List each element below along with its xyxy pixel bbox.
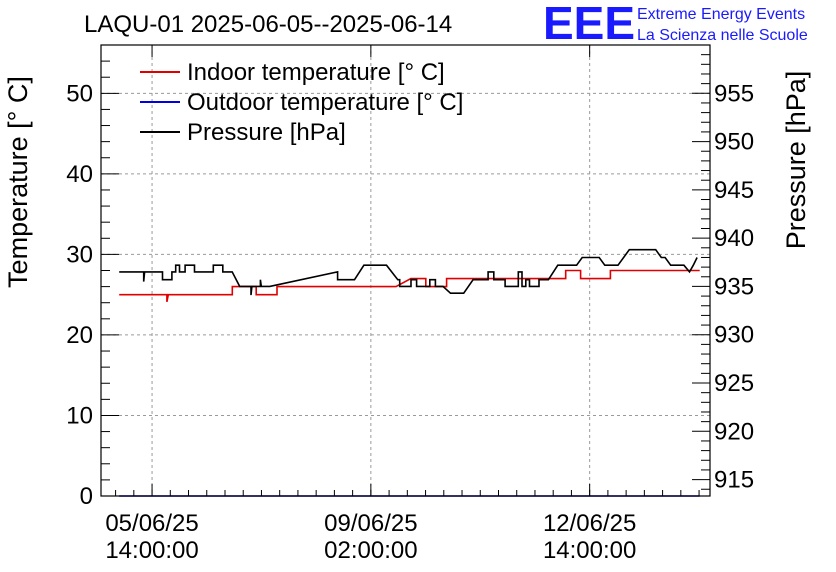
- x-tick-label-time: 14:00:00: [105, 537, 198, 564]
- legend: Indoor temperature [° C] Outdoor temperat…: [140, 59, 463, 146]
- y-tick-label: 40: [66, 161, 93, 188]
- x-tick-label-date: 09/06/25: [324, 510, 417, 537]
- logo-line-1: Extreme Energy Events: [637, 6, 805, 23]
- eee-logo: EEE: [543, 0, 635, 49]
- y-tick-label: 0: [80, 483, 93, 510]
- x-tick-label-time: 02:00:00: [324, 537, 417, 564]
- legend-label: Pressure [hPa]: [187, 119, 346, 146]
- y-axis-title: Temperature [° C]: [3, 76, 33, 288]
- y2-tick-label: 915: [714, 467, 754, 494]
- legend-label: Outdoor temperature [° C]: [187, 89, 463, 116]
- y2-tick-label: 930: [714, 322, 754, 349]
- axes: 05/06/2514:00:0009/06/2502:00:0012/06/25…: [66, 44, 754, 564]
- y2-axis-title: Pressure [hPa]: [781, 71, 811, 250]
- y-tick-label: 10: [66, 402, 93, 429]
- y-tick-label: 20: [66, 322, 93, 349]
- chart-title: LAQU-01 2025-06-05--2025-06-14: [84, 11, 452, 38]
- x-tick-label-date: 05/06/25: [105, 510, 198, 537]
- y2-tick-label: 950: [714, 129, 754, 156]
- logo-line-2: La Scienza nelle Scuole: [637, 27, 808, 44]
- y2-tick-label: 945: [714, 177, 754, 204]
- series-line-indoor-temperature: [119, 269, 700, 303]
- x-tick-label-date: 12/06/25: [543, 510, 636, 537]
- y2-tick-label: 940: [714, 225, 754, 252]
- legend-label: Indoor temperature [° C]: [187, 59, 445, 86]
- y2-tick-label: 935: [714, 273, 754, 300]
- x-tick-label-time: 14:00:00: [543, 537, 636, 564]
- y2-tick-label: 925: [714, 370, 754, 397]
- series-line-pressure: [119, 248, 698, 296]
- y-tick-label: 50: [66, 80, 93, 107]
- y2-tick-label: 920: [714, 418, 754, 445]
- y2-tick-label: 955: [714, 80, 754, 107]
- y-tick-label: 30: [66, 241, 93, 268]
